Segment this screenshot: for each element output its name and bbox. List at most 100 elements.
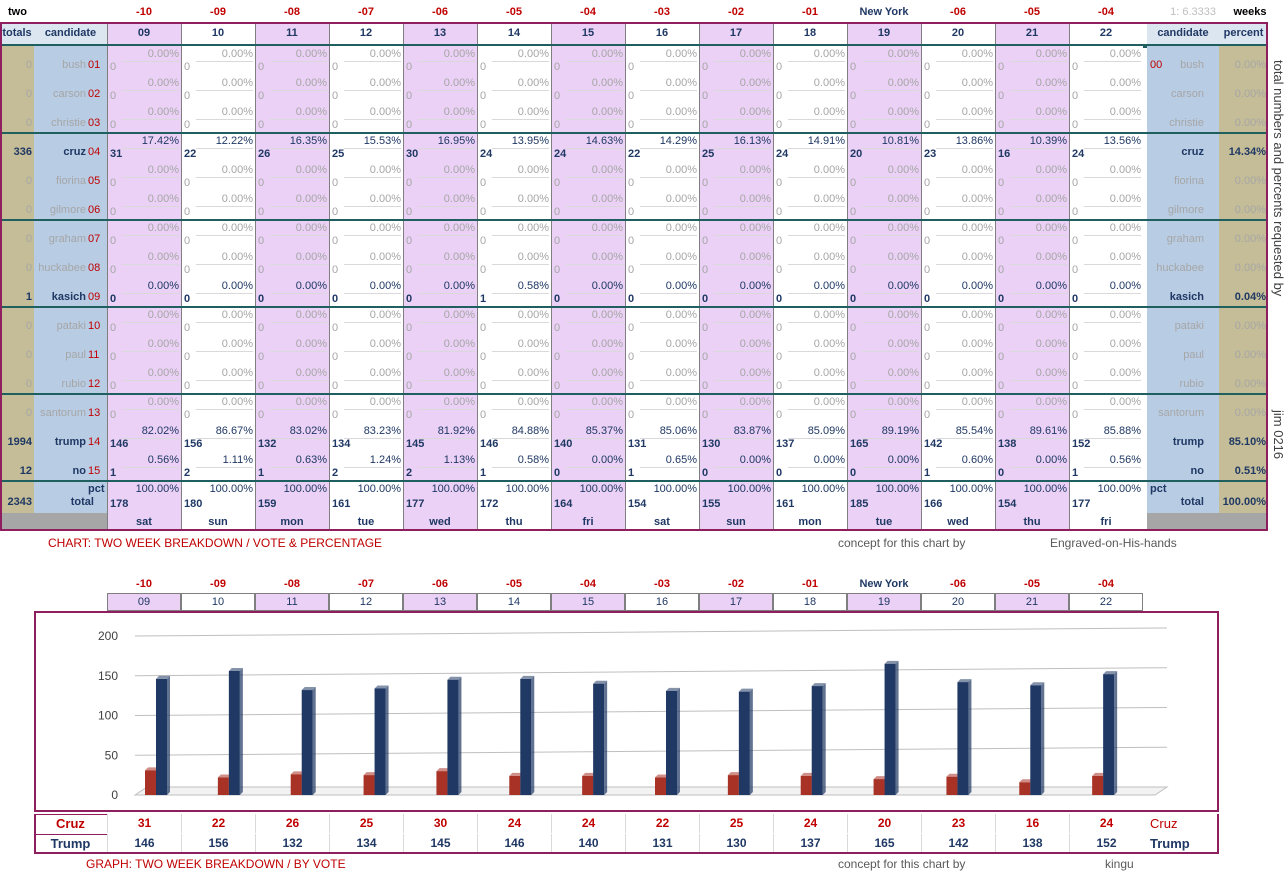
- percent-cell: 0.00%: [517, 251, 549, 263]
- vote-cell: 0: [776, 380, 783, 392]
- vote-cell: 0: [1072, 90, 1079, 102]
- vote-cell: 0: [184, 322, 191, 334]
- percent-cell: 14.91%: [807, 135, 845, 147]
- vote-cell: 0: [998, 119, 1005, 131]
- cell-divider: [936, 235, 993, 249]
- percent-cell: 0.00%: [295, 164, 327, 176]
- cell-divider: [1084, 90, 1141, 104]
- cell-divider: [862, 293, 919, 307]
- percent-cell: 0.56%: [147, 454, 179, 466]
- cell-divider: [788, 380, 845, 394]
- graph-date: 21: [1025, 596, 1039, 608]
- cell-divider: [196, 351, 253, 365]
- percent-cell: 0.00%: [887, 454, 919, 466]
- candidate-percent: 0.51%: [1234, 465, 1266, 477]
- cell-divider: [640, 61, 697, 75]
- date-header-bg: [551, 22, 625, 44]
- vote-cell: 0: [628, 409, 635, 421]
- cell-divider: [344, 409, 401, 423]
- weekday-label: sat: [654, 516, 670, 528]
- weekday-label: mon: [280, 516, 304, 528]
- percent-cell: 86.67%: [215, 425, 253, 437]
- cell-divider: [862, 235, 919, 249]
- vote-cell: 0: [480, 119, 487, 131]
- percent-cell: 81.92%: [437, 425, 475, 437]
- percent-cell: 82.02%: [141, 425, 179, 437]
- vote-cell: 0: [702, 235, 709, 247]
- candidate-percent: 0.00%: [1234, 117, 1266, 129]
- percent-cell: 83.87%: [733, 425, 771, 437]
- vote-cell: 0: [924, 351, 931, 363]
- date-column-bg: [773, 46, 847, 513]
- cell-divider: [122, 264, 179, 278]
- candidate-name-right: huckabee: [1156, 262, 1204, 274]
- cell-divider: [122, 119, 179, 133]
- weekday-bg: [699, 513, 773, 531]
- vote-cell: 0: [406, 235, 413, 247]
- date-header: 20: [951, 27, 965, 39]
- vote-cell: 0: [110, 409, 117, 421]
- date-column-bg: [625, 46, 699, 513]
- cell-divider: [566, 148, 623, 162]
- cell-divider: [492, 119, 549, 133]
- total-vote-cell: 155: [702, 498, 721, 510]
- weekday-row-right: [1147, 513, 1268, 531]
- cell-divider: [714, 351, 771, 365]
- vote-cell: 0: [850, 322, 857, 334]
- vote-cell: 0: [998, 351, 1005, 363]
- cell-divider: [492, 148, 549, 162]
- percent-cell: 0.00%: [665, 222, 697, 234]
- percent-cell: 0.00%: [221, 77, 253, 89]
- percent-cell: 0.00%: [591, 309, 623, 321]
- vote-cell: 1: [110, 467, 117, 479]
- candidate-code: 14: [88, 436, 101, 448]
- candidate-name: graham: [48, 233, 86, 245]
- cell-divider: [122, 351, 179, 365]
- date-header-bg: [773, 22, 847, 44]
- percent-cell: 0.00%: [295, 222, 327, 234]
- percent-cell: 0.00%: [591, 222, 623, 234]
- vote-cell: 0: [998, 177, 1005, 189]
- vote-cell: 0: [850, 293, 857, 305]
- candidate-percent: 14.34%: [1228, 146, 1266, 158]
- weekday-label: sun: [208, 516, 228, 528]
- percent-cell: 85.37%: [585, 425, 623, 437]
- vote-cell: 0: [1072, 177, 1079, 189]
- vote-cell: 0: [554, 177, 561, 189]
- vote-cell: 0: [924, 380, 931, 392]
- date-header-bg: [921, 22, 995, 44]
- percent-cell: 13.86%: [955, 135, 993, 147]
- vote-cell: 0: [924, 206, 931, 218]
- candidate-code: 06: [88, 204, 101, 216]
- day-offset: -04: [1098, 6, 1114, 18]
- cell-divider: [492, 206, 549, 220]
- vote-cell: 0: [554, 293, 561, 305]
- percent-cell: 0.00%: [443, 164, 475, 176]
- vote-cell: 0: [628, 90, 635, 102]
- cell-divider: [122, 322, 179, 336]
- cell-divider: [196, 177, 253, 191]
- candidate-name-right: carson: [1170, 88, 1204, 100]
- percent-cell: 0.58%: [517, 454, 549, 466]
- date-column-bg: [847, 46, 921, 513]
- weekday-bg: [255, 513, 329, 531]
- total-percent-cell: 100.00%: [801, 483, 845, 495]
- percent-cell: 0.00%: [739, 309, 771, 321]
- side-note: total numbers and percents requested by: [1271, 60, 1286, 297]
- cell-divider: [862, 206, 919, 220]
- total-percent-cell: 100.00%: [949, 483, 993, 495]
- percent-cell: 0.00%: [1109, 367, 1141, 379]
- percent-cell: 17.42%: [141, 135, 179, 147]
- percent-cell: 0.00%: [1109, 164, 1141, 176]
- cell-divider: [492, 235, 549, 249]
- candidate-name: rubio: [61, 378, 86, 390]
- vote-cell: 0: [628, 322, 635, 334]
- vote-cell: 0: [702, 351, 709, 363]
- candidate-name: christie: [51, 117, 86, 129]
- vote-cell: 24: [480, 148, 493, 160]
- series-value: 24: [1069, 814, 1143, 833]
- date-header: 22: [1099, 27, 1113, 39]
- weekday-label: sun: [726, 516, 746, 528]
- cell-divider: [270, 293, 327, 307]
- candidate-name: carson: [52, 88, 86, 100]
